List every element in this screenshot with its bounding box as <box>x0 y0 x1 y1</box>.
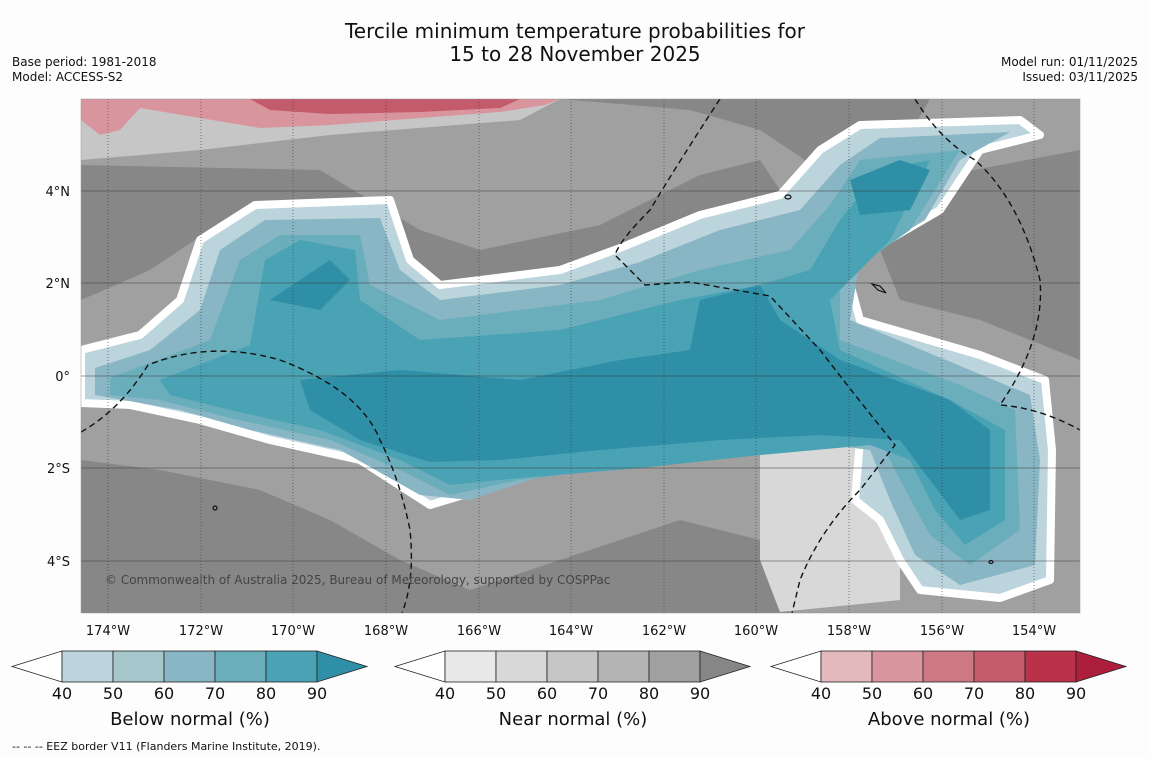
above-normal-70 <box>250 99 520 114</box>
colorbar-min-extend <box>393 650 446 683</box>
colorbar-label-below: Below normal (%) <box>110 709 270 730</box>
colorbar-tick-label: 40 <box>52 684 72 703</box>
near-normal-90-south <box>81 460 790 613</box>
colorbar-tick-label: 80 <box>639 684 659 703</box>
colorbar-max-extend <box>1075 650 1128 683</box>
below-normal-90-north <box>850 160 930 215</box>
model-run: Model run: 01/11/2025 <box>1000 55 1138 69</box>
metadata-right: Model run: 01/11/2025 Issued: 03/11/2025 <box>1001 55 1138 85</box>
map-canvas <box>81 99 1080 613</box>
colorbar-min-extend <box>10 650 63 683</box>
colorbar-tick-label: 60 <box>913 684 933 703</box>
colorbar-tick-label: 60 <box>537 684 557 703</box>
x-tick-label: 156°W <box>920 624 964 639</box>
colorbar-2: 40 50 60 70 80 90 <box>769 650 1128 703</box>
colorbar-segment <box>973 650 1026 683</box>
gridlines <box>81 190 1080 562</box>
colorbar-tick-label: 70 <box>205 684 225 703</box>
colorbar-segment <box>1024 650 1077 683</box>
x-tick-label: 174°W <box>86 624 130 639</box>
model-name: Model: ACCESS-S2 <box>12 70 124 84</box>
colorbar-tick-label: 90 <box>307 684 327 703</box>
y-tick-label: 2°N <box>46 277 71 292</box>
colorbar-1: 40 50 60 70 80 90 <box>393 650 752 703</box>
x-tick-label: 162°W <box>642 624 686 639</box>
colorbar-segment <box>922 650 975 683</box>
colorbar-label-near: Near normal (%) <box>498 709 648 730</box>
x-tick-label: 172°W <box>179 624 223 639</box>
colorbar-segment <box>648 650 701 683</box>
colorbar-tick-label: 80 <box>256 684 276 703</box>
colorbar-tick-label: 40 <box>811 684 831 703</box>
x-tick-label: 164°W <box>549 624 593 639</box>
below-normal-90-west <box>270 260 350 310</box>
x-tick-label: 168°W <box>364 624 408 639</box>
below-normal-90-central <box>300 285 990 520</box>
eez-legend: -- -- -- EEZ border V11 (Flanders Marine… <box>12 740 321 753</box>
colorbar-segment <box>265 650 318 683</box>
x-tick-label: 160°W <box>734 624 778 639</box>
title-line-1: Tercile minimum temperature probabilitie… <box>344 19 806 43</box>
x-tick-label: 154°W <box>1012 624 1056 639</box>
x-tick-label: 158°W <box>827 624 871 639</box>
colorbar-segment <box>597 650 650 683</box>
colorbar-segment <box>214 650 267 683</box>
x-tick-label: 170°W <box>271 624 315 639</box>
below-normal-80 <box>160 160 1005 545</box>
copyright-notice: © Commonwealth of Australia 2025, Bureau… <box>105 573 610 587</box>
colorbar-segment <box>820 650 873 683</box>
y-axis-ticks: 4°N 2°N 0° 2°S 4°S <box>46 185 71 570</box>
colorbar-min-extend <box>769 650 822 683</box>
x-axis-ticks: 174°W 172°W 170°W 168°W 166°W 164°W 162°W 160°W… <box>86 624 1056 639</box>
colorbar-segment <box>546 650 599 683</box>
metadata-left: Base period: 1981-2018 Model: ACCESS-S2 <box>12 55 157 85</box>
colorbar-tick-label: 60 <box>154 684 174 703</box>
colorbar-segment <box>112 650 165 683</box>
colorbar-segment <box>163 650 216 683</box>
y-tick-label: 4°S <box>47 555 70 570</box>
near-normal-90-north <box>81 160 790 300</box>
colorbar-group: 40 50 60 70 80 90 40 50 60 70 80 90 40 50 60 70 80 90 <box>10 650 1128 703</box>
x-tick-label: 166°W <box>457 624 501 639</box>
colorbar-label-above: Above normal (%) <box>867 709 1031 730</box>
colorbar-segment <box>495 650 548 683</box>
colorbar-tick-label: 50 <box>486 684 506 703</box>
colorbar-segment <box>444 650 497 683</box>
y-tick-label: 4°N <box>46 185 71 200</box>
colorbar-tick-label: 50 <box>103 684 123 703</box>
map-frame <box>80 98 1081 614</box>
issued-date: Issued: 03/11/2025 <box>1022 70 1138 84</box>
colorbar-tick-label: 50 <box>862 684 882 703</box>
colorbar-0: 40 50 60 70 80 90 <box>10 650 369 703</box>
islands <box>212 194 994 565</box>
title-line-2: 15 to 28 November 2025 <box>449 42 701 66</box>
colorbar-tick-label: 70 <box>964 684 984 703</box>
colorbar-max-extend <box>699 650 752 683</box>
colorbar-max-extend <box>316 650 369 683</box>
colorbar-tick-label: 90 <box>1066 684 1086 703</box>
y-tick-label: 0° <box>55 370 70 385</box>
eez-borders <box>81 99 1080 613</box>
colorbar-tick-label: 40 <box>435 684 455 703</box>
base-period: Base period: 1981-2018 <box>12 55 157 69</box>
colorbar-tick-label: 70 <box>588 684 608 703</box>
y-tick-label: 2°S <box>47 462 70 477</box>
colorbar-segment <box>871 650 924 683</box>
colorbar-tick-label: 80 <box>1015 684 1035 703</box>
colorbar-segment <box>61 650 114 683</box>
colorbar-tick-label: 90 <box>690 684 710 703</box>
